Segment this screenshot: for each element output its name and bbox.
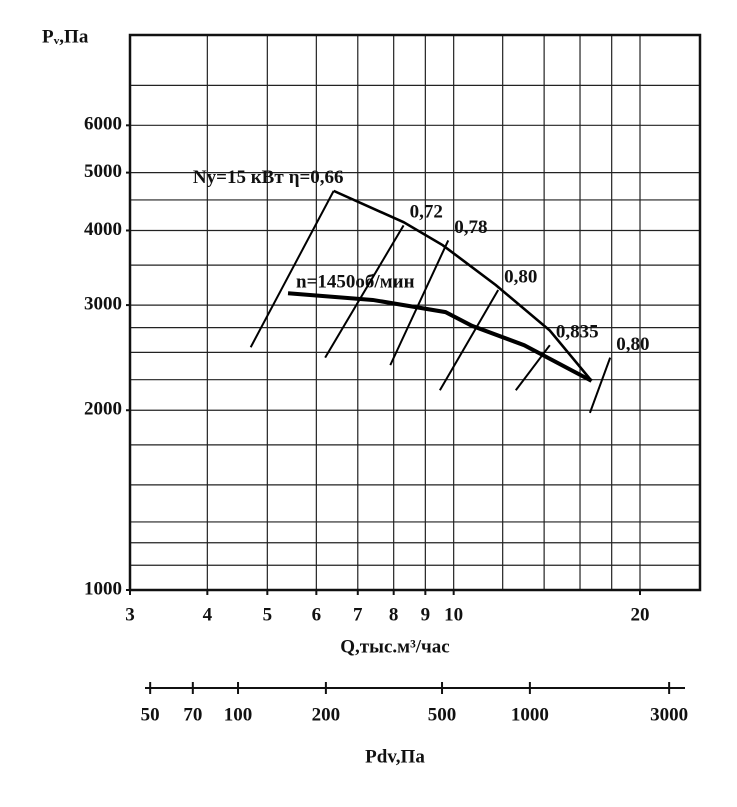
secondary-tick-label: 3000 <box>650 704 688 725</box>
series-line <box>333 189 593 382</box>
series-label: Nу=15 кВт <box>193 167 284 188</box>
y-tick-label: 6000 <box>84 114 122 135</box>
x-axis-label: Q,тыс.м³/час <box>340 636 449 657</box>
series-label: 0,80 <box>616 334 649 355</box>
series-line <box>515 344 551 391</box>
secondary-tick-label: 70 <box>183 704 202 725</box>
x-tick-label: 7 <box>353 604 363 625</box>
secondary-tick-label: 500 <box>428 704 457 725</box>
x-tick-label: 6 <box>312 604 322 625</box>
secondary-tick-label: 100 <box>224 704 253 725</box>
secondary-tick-label: 1000 <box>511 704 549 725</box>
series-label: 0,78 <box>454 217 487 238</box>
x-tick-label: 8 <box>389 604 399 625</box>
y-tick-label: 5000 <box>84 161 122 182</box>
y-tick-label: 1000 <box>84 578 122 599</box>
series-label: 0,835 <box>556 322 599 343</box>
x-tick-label: 20 <box>631 604 650 625</box>
series-label: 0,72 <box>410 202 443 223</box>
secondary-tick-label: 50 <box>141 704 160 725</box>
y-tick-label: 4000 <box>84 219 122 240</box>
series-label: n=1450об/мин <box>296 272 415 293</box>
y-tick-label: 3000 <box>84 293 122 314</box>
x-tick-label: 10 <box>444 604 463 625</box>
series-label: 0,80 <box>504 266 537 287</box>
plot-frame <box>128 33 702 592</box>
x-tick-label: 9 <box>421 604 431 625</box>
series-label: η=0,66 <box>289 167 344 188</box>
series-line <box>389 239 450 366</box>
series-line <box>287 291 593 383</box>
x-tick-label: 4 <box>203 604 213 625</box>
series-line <box>439 289 500 391</box>
x-tick-label: 3 <box>125 604 135 625</box>
y-axis-label: Pᵥ,Па <box>42 26 89 47</box>
secondary-tick-label: 200 <box>312 704 341 725</box>
y-tick-label: 2000 <box>84 399 122 420</box>
series-line <box>588 357 612 414</box>
series-line <box>324 224 405 359</box>
x-tick-label: 5 <box>263 604 273 625</box>
series-line <box>249 190 335 348</box>
secondary-axis-label: Pdv,Па <box>365 746 425 767</box>
